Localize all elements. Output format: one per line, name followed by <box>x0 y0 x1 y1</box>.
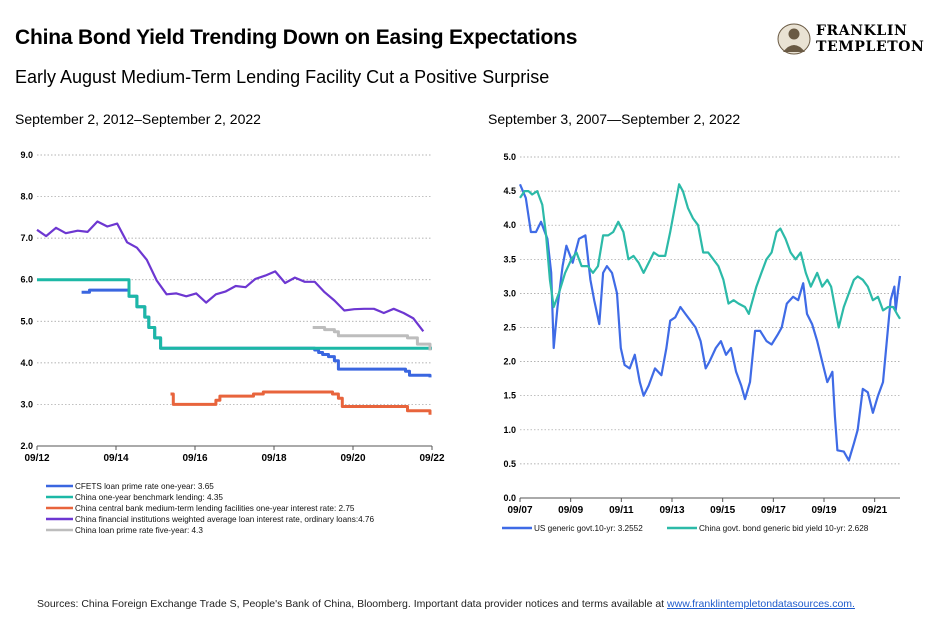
source-note: Sources: China Foreign Exchange Trade S,… <box>37 598 855 610</box>
left-chart-series-line-4 <box>36 220 425 332</box>
logo-line-1: FRANKLIN <box>816 23 908 39</box>
left-chart-y-tick-label: 3.0 <box>20 399 33 409</box>
right-chart-series-line-2 <box>519 183 901 329</box>
left-chart-legend-label-2: China one-year benchmark lending: 4.35 <box>75 493 223 502</box>
left-chart-series-line-3 <box>170 390 432 415</box>
right-chart-x-tick-label: 09/07 <box>507 505 532 516</box>
franklin-templeton-logo: FRANKLIN TEMPLETON <box>776 22 926 58</box>
left-chart-x-tick-label: 09/22 <box>419 453 444 464</box>
right-chart-y-tick-label: 3.0 <box>503 288 516 298</box>
left-chart-y-tick-label: 6.0 <box>20 275 33 285</box>
right-chart-legend-label-2: China govt. bond generic bid yield 10-yr… <box>699 524 869 533</box>
left-chart-x-tick-label: 09/16 <box>182 453 207 464</box>
left-chart-legend-label-1: CFETS loan prime rate one-year: 3.65 <box>75 482 214 491</box>
right-chart-x-tick-label: 09/09 <box>558 505 583 516</box>
right-chart-y-tick-label: 4.0 <box>503 220 516 230</box>
logo-text: FRANKLIN TEMPLETON <box>816 23 924 55</box>
right-chart-y-tick-label: 1.0 <box>503 425 516 435</box>
left-chart-x-tick-label: 09/14 <box>103 453 128 464</box>
left-chart-legend-label-5: China loan prime rate five-year: 4.3 <box>75 526 203 535</box>
chart-title: China Bond Yield Trending Down on Easing… <box>15 26 578 49</box>
left-chart-series-line-5 <box>312 326 432 351</box>
left-chart-series-line-2 <box>37 278 432 350</box>
right-chart-x-tick-label: 09/11 <box>609 505 634 516</box>
right-chart-y-tick-label: 2.0 <box>503 357 516 367</box>
logo-line-2: TEMPLETON <box>816 39 925 55</box>
right-chart-x-tick-label: 09/13 <box>659 505 684 516</box>
left-chart-y-tick-label: 4.0 <box>20 358 33 368</box>
left-chart-y-tick-label: 8.0 <box>20 192 33 202</box>
left-chart-y-tick-label: 7.0 <box>20 233 33 243</box>
right-chart-y-tick-label: 1.5 <box>503 391 516 401</box>
source-link[interactable]: www.franklintempletondatasources.com. <box>667 598 855 610</box>
left-chart-x-tick-label: 09/12 <box>24 453 49 464</box>
right-chart-x-tick-label: 09/19 <box>811 505 836 516</box>
right-chart-series-line-1 <box>518 183 902 462</box>
right-chart-y-tick-label: 3.5 <box>503 254 516 264</box>
right-chart-y-tick-label: 5.0 <box>503 152 516 162</box>
left-chart-period: September 2, 2012–September 2, 2022 <box>15 111 261 127</box>
right-chart-x-tick-label: 09/17 <box>761 505 786 516</box>
left-chart-y-tick-label: 9.0 <box>20 150 33 160</box>
right-chart-x-tick-label: 09/15 <box>710 505 735 516</box>
left-chart-y-tick-label: 2.0 <box>20 441 33 451</box>
left-chart-legend-label-3: China central bank medium-term lending f… <box>75 504 355 513</box>
right-chart-x-tick-label: 09/21 <box>862 505 887 516</box>
chart-subtitle: Early August Medium-Term Lending Facilit… <box>15 67 550 87</box>
right-chart-period: September 3, 2007—September 2, 2022 <box>488 111 741 127</box>
portrait-icon <box>777 23 811 55</box>
left-chart-x-tick-label: 09/18 <box>261 453 286 464</box>
right-chart-y-tick-label: 2.5 <box>503 323 516 333</box>
right-chart-y-tick-label: 0.0 <box>503 493 516 503</box>
right-chart-y-tick-label: 0.5 <box>503 459 516 469</box>
right-chart-y-tick-label: 4.5 <box>503 186 516 196</box>
right-chart-legend-label-1: US generic govt.10-yr: 3.2552 <box>534 524 643 533</box>
left-chart-x-tick-label: 09/20 <box>340 453 365 464</box>
source-text: Sources: China Foreign Exchange Trade S,… <box>37 598 665 610</box>
left-chart-y-tick-label: 5.0 <box>20 316 33 326</box>
left-chart-legend-label-4: China financial institutions weighted av… <box>75 515 374 524</box>
